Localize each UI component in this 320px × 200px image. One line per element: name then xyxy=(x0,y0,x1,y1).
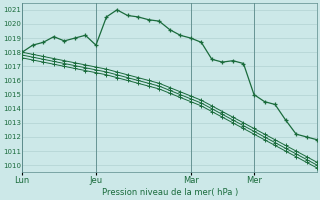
X-axis label: Pression niveau de la mer( hPa ): Pression niveau de la mer( hPa ) xyxy=(101,188,238,197)
